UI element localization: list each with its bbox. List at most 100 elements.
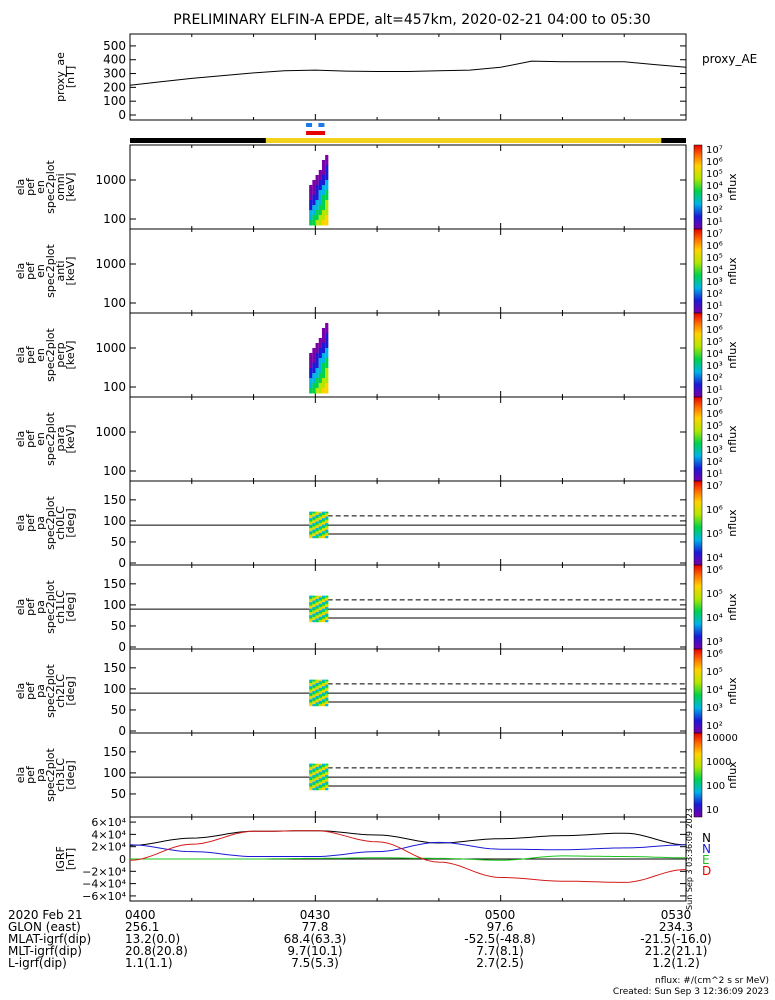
pa-ch3-burst-cell — [318, 770, 322, 773]
pa-ch0-ylabel-line: pa — [34, 516, 47, 530]
pa-ch1-burst-cell — [321, 608, 326, 611]
pa-ch0-burst-cell — [321, 513, 326, 516]
pa-ch2-burst-cell — [321, 684, 326, 687]
pa-ch3-burst-cell — [312, 778, 316, 781]
pa-ch1-burst-cell — [315, 603, 319, 606]
pa-ch2-burst-cell — [325, 679, 329, 682]
igrf-ylabel-line: [nT] — [64, 848, 77, 870]
spec-omni-frame — [129, 144, 687, 230]
pa-ch0-burst-cell — [318, 518, 322, 521]
spec-perp-burst-cell — [321, 328, 326, 334]
pa-ch2-burst-cell — [312, 700, 316, 703]
pa-ch2-burst-cell — [312, 691, 316, 694]
pa-ch0-burst-cell — [315, 519, 319, 522]
pa-ch1-burst-cell — [325, 618, 329, 621]
pa-ch0-burst-cell — [325, 521, 329, 524]
pa-ch3-burst-cell — [325, 778, 329, 781]
pa-ch2-burst-cell — [309, 702, 313, 705]
footer-value: 0530 — [660, 908, 692, 922]
proxy-ae-tick-label: 300 — [103, 67, 126, 81]
pa-ch2-burst-cell — [309, 694, 313, 697]
spec-perp-burst-cell — [321, 358, 326, 364]
spec-omni-burst-cell — [312, 200, 316, 206]
igrf-tick-label: 4×10⁴ — [91, 828, 126, 841]
spec-omni-burst-cell — [315, 185, 319, 191]
pa-ch3-burst-cell — [309, 781, 313, 784]
spec-perp-burst-cell — [325, 358, 329, 364]
spec-perp-burst-cell — [321, 373, 326, 379]
pa-ch0-burst-cell — [325, 518, 329, 521]
spec-perp-burst-cell — [309, 358, 313, 364]
spec-omni-burst-cell — [309, 200, 313, 206]
pa-ch2-burst-cell — [312, 682, 316, 686]
igrf-tick-label: −4×10⁴ — [82, 878, 126, 891]
pa-ch2-burst-cell — [321, 702, 326, 705]
pa-ch1-burst-cell — [321, 605, 326, 608]
spec-omni-burst-cell — [321, 200, 326, 206]
igrf-series-3 — [129, 830, 687, 883]
pa-ch0-burst-cell — [318, 524, 322, 527]
spec-omni-burst-cell — [318, 175, 322, 181]
spec-omni-burst-cell — [321, 165, 326, 171]
spec-omni-burst-cell — [318, 195, 322, 201]
pa-ch3-burst-cell — [318, 763, 322, 766]
pa-ch1-burst-cell — [325, 607, 329, 610]
pa-ch0-burst-cell — [321, 524, 326, 527]
spec-omni-burst-cell — [325, 160, 329, 166]
pa-ch3-burst-cell — [325, 779, 329, 783]
igrf-legend-D: D — [702, 864, 711, 878]
pa-ch0-burst-cell — [312, 529, 316, 532]
pa-ch2-burst-cell — [309, 684, 313, 687]
pa-ch2-burst-cell — [321, 699, 326, 702]
spec-perp-burst-cell — [318, 343, 322, 349]
pa-ch2-burst-cell — [312, 695, 316, 699]
pa-ch3-tick-label: 50 — [111, 787, 126, 801]
spec-perp-burst-cell — [309, 378, 313, 384]
pa-ch0-tick-label: 150 — [103, 493, 126, 507]
spec-omni-burst-cell — [325, 200, 329, 206]
pa-ch1-burst-cell — [321, 613, 326, 616]
spec-omni-colorbar-tick: 10⁴ — [706, 181, 723, 192]
pa-ch0-burst-cell — [309, 526, 313, 529]
spec-anti-frame — [129, 228, 687, 314]
pa-ch1-tick-label: 100 — [103, 598, 126, 612]
igrf-tick-label: 6×10⁴ — [91, 816, 126, 829]
spec-perp-burst-cell — [309, 383, 313, 389]
pa-ch0-burst-cell — [315, 516, 319, 519]
spec-perp-burst-cell — [321, 368, 326, 374]
spec-perp-burst-cell — [315, 378, 319, 384]
pa-ch1-burst-cell — [312, 613, 316, 616]
pa-ch3-tick-label: 100 — [103, 766, 126, 780]
pa-ch2-burst-cell — [315, 691, 319, 694]
pa-ch0-burst-cell — [318, 513, 322, 516]
pa-ch3-burst-cell — [315, 765, 319, 768]
pa-ch2-burst-cell — [325, 695, 329, 699]
pa-ch0-burst-cell — [315, 534, 319, 537]
pa-ch2-burst-cell — [312, 681, 316, 684]
spec-omni-burst-cell — [325, 205, 329, 211]
pa-ch0-burst-cell — [312, 526, 316, 529]
pa-ch2-burst-cell — [325, 681, 329, 684]
pa-ch0-burst-cell — [315, 524, 319, 527]
pa-ch1-burst-cell — [325, 608, 329, 611]
spec-para-colorbar-tick: 10² — [706, 457, 723, 468]
pa-ch2-colorbar — [693, 648, 703, 734]
pa-ch3-burst-cell — [309, 771, 313, 774]
spec-perp-colorbar-tick: 10² — [706, 373, 723, 384]
pa-ch3-burst-cell — [315, 763, 319, 766]
pa-ch0-burst-cell — [312, 518, 316, 521]
pa-ch3-burst-cell — [312, 773, 316, 776]
spec-para-tick-label: 1000 — [95, 425, 126, 439]
spec-omni-burst-cell — [318, 215, 322, 221]
spec-omni-ylabel-line: omni — [54, 173, 67, 200]
spec-omni-burst-cell — [312, 180, 316, 186]
orbit-bar-night — [661, 138, 686, 143]
spec-omni-burst-cell — [321, 215, 326, 221]
spec-omni-burst-cell — [315, 200, 319, 206]
pa-ch1-burst-cell — [312, 610, 316, 613]
spec-perp-tick-label: 100 — [103, 380, 126, 394]
pa-ch2-colorbar-tick: 10³ — [706, 703, 723, 714]
pa-ch2-burst-cell — [321, 692, 326, 695]
spec-anti-colorbar-tick: 10⁷ — [706, 229, 723, 240]
pa-ch0-burst-cell — [312, 516, 316, 519]
